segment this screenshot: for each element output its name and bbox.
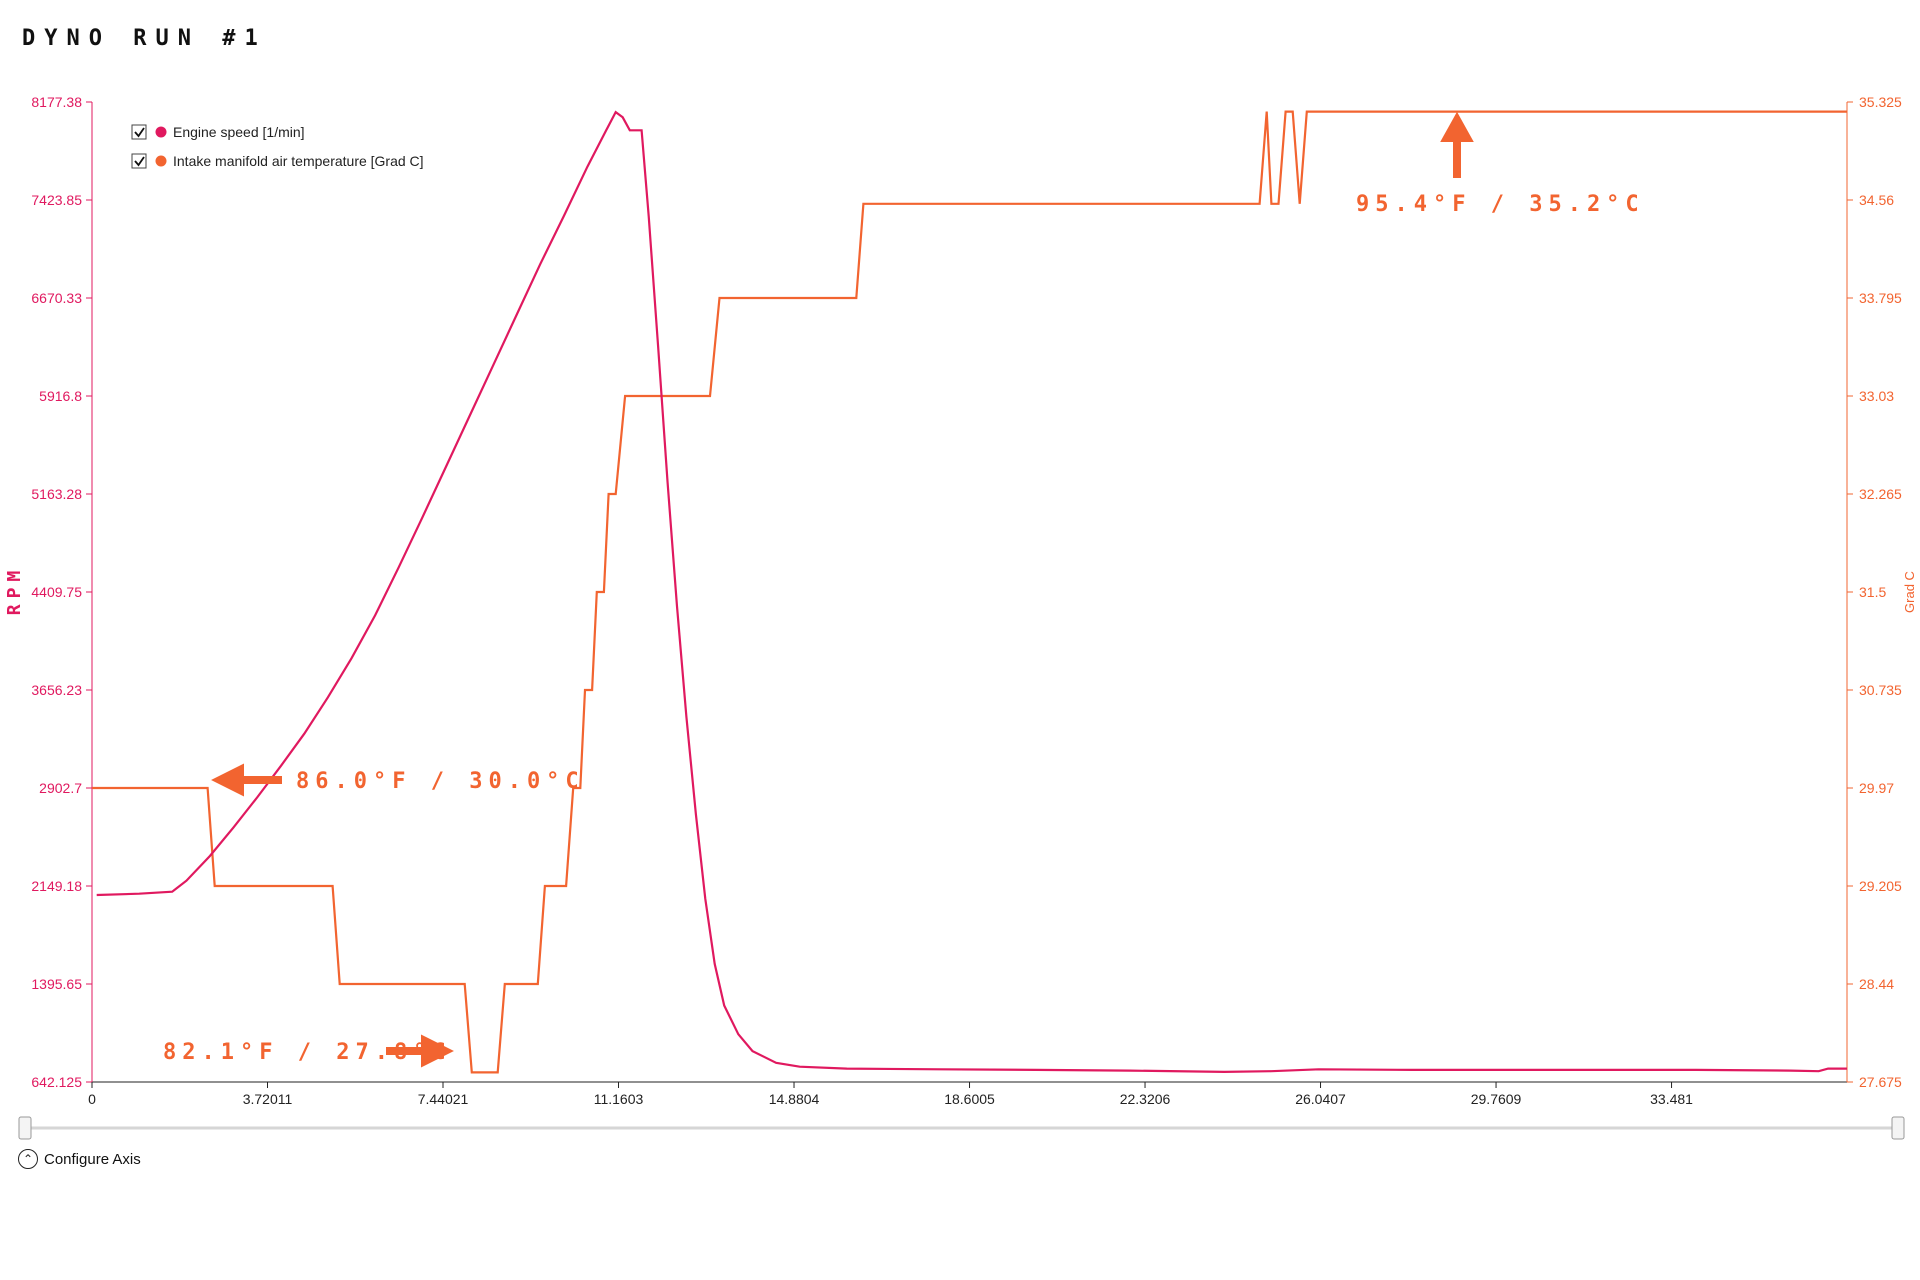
legend-dot-intake-temp <box>155 155 167 167</box>
y-left-tick-label: 6670.33 <box>31 290 82 306</box>
y-right-tick-label: 35.325 <box>1859 94 1902 110</box>
x-tick-label: 26.0407 <box>1295 1091 1346 1107</box>
y-right-tick-label: 32.265 <box>1859 486 1902 502</box>
x-tick-label: 22.3206 <box>1120 1091 1171 1107</box>
page-title: DYNO RUN #1 <box>22 26 267 51</box>
y-right-tick-label: 33.03 <box>1859 388 1894 404</box>
x-tick-label: 29.7609 <box>1471 1091 1522 1107</box>
configure-axis-button[interactable]: ⌃ Configure Axis <box>18 1149 141 1169</box>
x-tick-label: 3.72011 <box>243 1091 293 1107</box>
y-left-tick-label: 4409.75 <box>31 584 82 600</box>
slider-handle-right[interactable] <box>1891 1116 1905 1140</box>
annotation-95f: 95.4°F / 35.2°C <box>1356 111 1645 217</box>
range-slider[interactable] <box>18 1116 1905 1140</box>
y-left-tick-label: 5916.8 <box>39 388 82 404</box>
annotation-86f: 86.0°F / 30.0°C <box>211 763 585 797</box>
legend-dot-engine-speed <box>155 126 167 138</box>
legend-label-engine-speed: Engine speed [1/min] <box>173 124 305 140</box>
x-tick-label: 14.8804 <box>769 1091 820 1107</box>
y-axis-right-label: Grad C <box>1902 571 1917 613</box>
x-tick-label: 7.44021 <box>418 1091 469 1107</box>
x-tick-label: 11.1603 <box>594 1091 644 1107</box>
arrow-left-icon <box>211 763 282 797</box>
arrow-up-icon <box>1440 111 1474 178</box>
legend-checkbox[interactable] <box>131 153 147 169</box>
checkmark-icon <box>134 156 145 167</box>
y-left-tick-label: 1395.65 <box>31 976 82 992</box>
legend: Engine speed [1/min] Intake manifold air… <box>131 124 424 169</box>
x-tick-label: 18.6005 <box>944 1091 995 1107</box>
legend-item-intake-temp[interactable]: Intake manifold air temperature [Grad C] <box>131 153 424 169</box>
legend-label-intake-temp: Intake manifold air temperature [Grad C] <box>173 153 424 169</box>
y-axis-left-label: RPM <box>4 565 25 616</box>
annotation-label: 95.4°F / 35.2°C <box>1356 192 1645 217</box>
y-axis-right-ticks: 35.325 34.56 33.795 33.03 32.265 31.5 30.735 29… <box>1847 94 1902 1090</box>
slider-handle-left[interactable] <box>18 1116 32 1140</box>
y-left-tick-label: 2902.7 <box>39 780 82 796</box>
y-right-tick-label: 27.675 <box>1859 1074 1902 1090</box>
y-right-tick-label: 28.44 <box>1859 976 1894 992</box>
annotation-82f: 82.1°F / 27.8°C <box>163 1034 454 1068</box>
legend-item-engine-speed[interactable]: Engine speed [1/min] <box>131 124 305 140</box>
y-right-tick-label: 34.56 <box>1859 192 1894 208</box>
y-left-tick-label: 3656.23 <box>31 682 82 698</box>
y-right-tick-label: 33.795 <box>1859 290 1902 306</box>
engine-speed-series-line <box>96 110 1847 1074</box>
x-axis-ticks: 0 3.72011 7.44021 11.1603 14.8804 18.6005 22.3… <box>88 1082 1693 1107</box>
y-left-tick-label: 5163.28 <box>31 486 82 502</box>
chevron-up-circle-icon: ⌃ <box>18 1149 38 1169</box>
x-tick-label: 0 <box>88 1091 96 1107</box>
y-left-tick-label: 7423.85 <box>31 192 82 208</box>
x-tick-label: 33.481 <box>1650 1091 1693 1107</box>
configure-axis-label: Configure Axis <box>44 1150 141 1168</box>
arrow-right-icon <box>386 1034 454 1068</box>
legend-checkbox[interactable] <box>131 124 147 140</box>
y-left-tick-label: 642.125 <box>31 1074 82 1090</box>
intake-temp-series-line <box>92 110 1847 1074</box>
y-right-tick-label: 30.735 <box>1859 682 1902 698</box>
y-axis-left-ticks: 8177.38 7423.85 6670.33 5916.8 5163.28 4409.7… <box>31 94 92 1090</box>
y-left-tick-label: 8177.38 <box>31 94 82 110</box>
y-right-tick-label: 29.205 <box>1859 878 1902 894</box>
y-left-tick-label: 2149.18 <box>31 878 82 894</box>
y-right-tick-label: 29.97 <box>1859 780 1894 796</box>
checkmark-icon <box>134 127 145 138</box>
annotation-label: 82.1°F / 27.8°C <box>163 1040 452 1065</box>
annotation-label: 86.0°F / 30.0°C <box>296 769 585 794</box>
y-right-tick-label: 31.5 <box>1859 584 1886 600</box>
